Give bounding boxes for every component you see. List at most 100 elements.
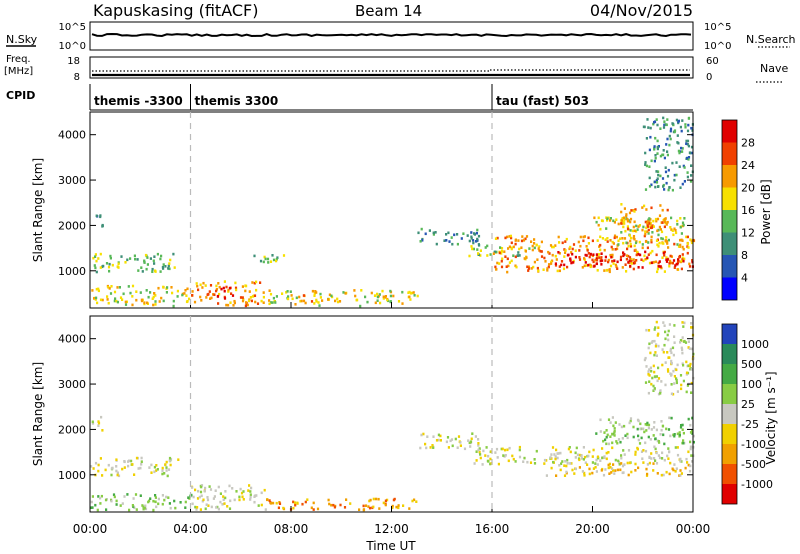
data-cell bbox=[319, 292, 322, 296]
data-cell bbox=[95, 296, 98, 300]
data-cell bbox=[681, 362, 684, 365]
data-cell bbox=[226, 505, 229, 508]
data-cell bbox=[652, 426, 656, 429]
data-cell bbox=[583, 235, 586, 238]
data-cell bbox=[673, 242, 676, 246]
data-cell bbox=[223, 289, 226, 293]
data-cell bbox=[674, 229, 677, 232]
data-cell bbox=[676, 223, 679, 226]
data-cell bbox=[482, 449, 485, 453]
data-cell bbox=[605, 457, 608, 461]
data-cell bbox=[151, 267, 154, 271]
data-cell bbox=[251, 295, 255, 298]
data-cell bbox=[655, 343, 658, 346]
data-cell bbox=[186, 287, 189, 291]
data-cell bbox=[606, 433, 609, 437]
data-cell bbox=[640, 450, 644, 453]
data-cell bbox=[661, 363, 664, 367]
data-cell bbox=[554, 254, 557, 258]
data-cell bbox=[657, 170, 660, 173]
data-cell bbox=[676, 268, 679, 271]
data-cell bbox=[472, 241, 475, 245]
data-cell bbox=[401, 290, 404, 294]
data-cell bbox=[652, 225, 655, 228]
data-cell bbox=[166, 474, 169, 478]
data-cell bbox=[456, 242, 459, 246]
data-cell bbox=[249, 490, 252, 493]
data-cell bbox=[622, 471, 625, 474]
data-cell bbox=[648, 165, 651, 168]
data-cell bbox=[185, 300, 189, 304]
data-cell bbox=[121, 502, 124, 505]
data-cell bbox=[292, 500, 295, 504]
data-cell bbox=[679, 243, 682, 247]
data-cell bbox=[681, 423, 684, 427]
data-cell bbox=[648, 185, 652, 188]
data-cell bbox=[635, 253, 638, 257]
data-cell bbox=[582, 446, 585, 449]
data-cell bbox=[161, 469, 164, 472]
data-cell bbox=[509, 234, 512, 238]
data-cell bbox=[616, 441, 619, 445]
data-cell bbox=[553, 453, 556, 456]
data-cell bbox=[551, 245, 554, 249]
data-cell bbox=[678, 431, 681, 434]
data-cell bbox=[199, 490, 203, 494]
data-cell bbox=[689, 423, 692, 427]
data-cell bbox=[169, 463, 172, 467]
data-cell bbox=[356, 298, 359, 302]
data-cell bbox=[123, 466, 126, 469]
data-cell bbox=[437, 433, 440, 437]
data-cell bbox=[152, 295, 155, 299]
data-cell bbox=[225, 285, 228, 289]
data-cell bbox=[686, 384, 689, 387]
data-cell bbox=[213, 293, 216, 296]
data-cell bbox=[209, 488, 213, 491]
data-cell bbox=[649, 351, 652, 355]
data-cell bbox=[204, 284, 207, 287]
data-cell bbox=[653, 370, 656, 374]
data-cell bbox=[686, 139, 690, 143]
data-cell bbox=[122, 292, 125, 296]
data-cell bbox=[629, 417, 633, 420]
data-cell bbox=[666, 333, 669, 337]
data-cell bbox=[108, 262, 111, 266]
data-cell bbox=[133, 254, 136, 258]
data-cell bbox=[596, 455, 600, 459]
data-cell bbox=[372, 505, 375, 509]
data-cell bbox=[638, 240, 641, 244]
data-cell bbox=[611, 240, 614, 244]
data-cell bbox=[327, 498, 330, 502]
data-cell bbox=[137, 467, 140, 470]
data-cell bbox=[612, 242, 615, 245]
data-cell bbox=[445, 239, 448, 242]
data-cell bbox=[686, 129, 690, 133]
colorbar-tick-label: -1000 bbox=[741, 478, 773, 491]
data-cell bbox=[668, 472, 671, 476]
data-cell bbox=[613, 472, 616, 475]
data-cell bbox=[613, 427, 616, 430]
data-cell bbox=[602, 473, 606, 477]
data-cell bbox=[642, 461, 645, 464]
data-cell bbox=[282, 254, 286, 257]
colorbar-swatch bbox=[722, 424, 737, 444]
data-cell bbox=[679, 426, 683, 429]
data-cell bbox=[113, 290, 117, 294]
data-cell bbox=[479, 249, 482, 252]
data-cell bbox=[97, 495, 100, 498]
y-tick-label: 2000 bbox=[58, 219, 86, 232]
data-cell bbox=[654, 351, 657, 354]
data-cell bbox=[204, 507, 207, 511]
data-cell bbox=[647, 126, 650, 129]
data-cell bbox=[653, 339, 656, 343]
data-cell bbox=[595, 220, 598, 224]
data-cell bbox=[100, 415, 103, 419]
data-cell bbox=[481, 463, 484, 466]
data-cell bbox=[477, 444, 480, 447]
velocity-colorbar-label: Velocity [m s⁻¹] bbox=[764, 371, 778, 464]
data-cell bbox=[470, 235, 473, 239]
data-cell bbox=[264, 508, 267, 511]
data-cell bbox=[662, 251, 665, 255]
